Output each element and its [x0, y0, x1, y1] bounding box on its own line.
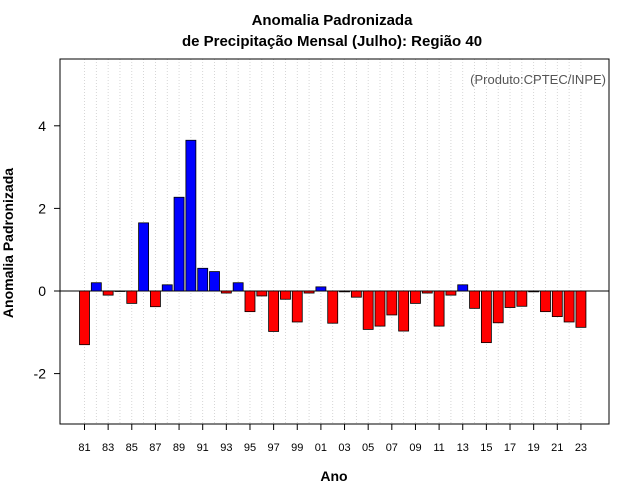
bar-2005 — [362, 290, 374, 330]
bar-2008 — [398, 290, 410, 332]
bar-2010 — [421, 290, 433, 294]
x-axis-label: Ano — [320, 468, 347, 484]
x-tick-label: 09 — [409, 442, 421, 454]
x-tick-label: 99 — [291, 442, 303, 454]
bar-2019 — [528, 290, 540, 293]
x-tick-label: 89 — [173, 442, 185, 454]
bar-1983 — [102, 290, 114, 296]
bar-2018 — [516, 290, 528, 307]
bar-2022 — [563, 290, 575, 323]
bar-2002 — [327, 290, 339, 324]
bar-1990 — [185, 139, 197, 292]
bar-1993 — [220, 290, 232, 294]
bar-2013 — [457, 284, 469, 292]
bar-2020 — [540, 290, 551, 313]
bar-2017 — [504, 290, 516, 308]
bar-2023 — [575, 290, 587, 328]
bar-2004 — [350, 290, 362, 298]
x-tick-label: 97 — [267, 442, 279, 454]
bar-2014 — [469, 290, 480, 309]
x-tick-label: 03 — [338, 442, 350, 454]
bar-2009 — [410, 290, 421, 304]
y-tick-label: -2 — [34, 366, 47, 382]
x-tick-label: 91 — [197, 442, 209, 454]
bar-1994 — [232, 282, 244, 292]
grid-layer — [84, 59, 582, 424]
bar-1986 — [138, 222, 150, 292]
bar-1987 — [150, 290, 161, 308]
chart-title-line-1: Anomalia Padronizada — [252, 12, 414, 29]
bar-2016 — [492, 290, 504, 324]
bar-1982 — [90, 282, 102, 292]
bar-1998 — [280, 290, 291, 300]
bar-2001 — [315, 286, 327, 292]
x-tick-label: 15 — [480, 442, 492, 454]
bar-1988 — [161, 284, 173, 292]
bar-1995 — [244, 290, 256, 313]
x-tick-label: 19 — [528, 442, 540, 454]
y-tick-label: 0 — [38, 283, 46, 299]
x-tick-label: 93 — [220, 442, 232, 454]
x-tick-label: 01 — [315, 442, 327, 454]
bar-1997 — [268, 290, 280, 332]
bar-2011 — [433, 290, 445, 327]
y-axis-label: Anomalia Padronizada — [0, 168, 16, 318]
bar-2015 — [480, 290, 492, 344]
bar-1981 — [79, 290, 90, 346]
y-axis: -2 0 2 4 — [34, 118, 60, 382]
bar-2003 — [339, 290, 350, 293]
x-tick-label: 23 — [575, 442, 587, 454]
x-tick-label: 21 — [551, 442, 563, 454]
bar-1989 — [173, 196, 185, 292]
x-tick-label: 11 — [433, 442, 444, 454]
bar-2021 — [551, 290, 563, 318]
x-tick-label: 17 — [504, 442, 516, 454]
x-tick-label: 13 — [457, 442, 469, 454]
bar-2006 — [374, 290, 386, 327]
bar-1992 — [209, 271, 220, 292]
x-tick-label: 05 — [362, 442, 374, 454]
chart-title-line-2: de Precipitação Mensal (Julho): Região 4… — [182, 33, 482, 50]
plot-frame — [59, 58, 610, 425]
bar-1996 — [256, 290, 268, 297]
y-tick-label: 2 — [38, 200, 46, 216]
x-tick-label: 95 — [244, 442, 256, 454]
bar-1985 — [126, 290, 138, 304]
x-tick-label: 81 — [78, 442, 90, 454]
x-tick-label: 07 — [386, 442, 398, 454]
y-tick-label: 4 — [38, 118, 46, 134]
x-tick-label: 85 — [126, 442, 138, 454]
x-tick-label: 83 — [102, 442, 114, 454]
bar-2007 — [386, 290, 398, 316]
bar-1984 — [114, 290, 126, 292]
bar-1991 — [197, 267, 209, 292]
bars-layer — [79, 139, 587, 346]
bar-1999 — [291, 290, 303, 323]
bar-2000 — [303, 290, 315, 294]
x-tick-label: 87 — [149, 442, 161, 454]
credit-text: (Produto:CPTEC/INPE) — [470, 72, 606, 87]
x-axis: 81 83 85 87 89 91 93 95 97 99 01 03 05 07 09 11 13 15 17 19… — [78, 424, 587, 454]
bar-2012 — [445, 290, 457, 296]
